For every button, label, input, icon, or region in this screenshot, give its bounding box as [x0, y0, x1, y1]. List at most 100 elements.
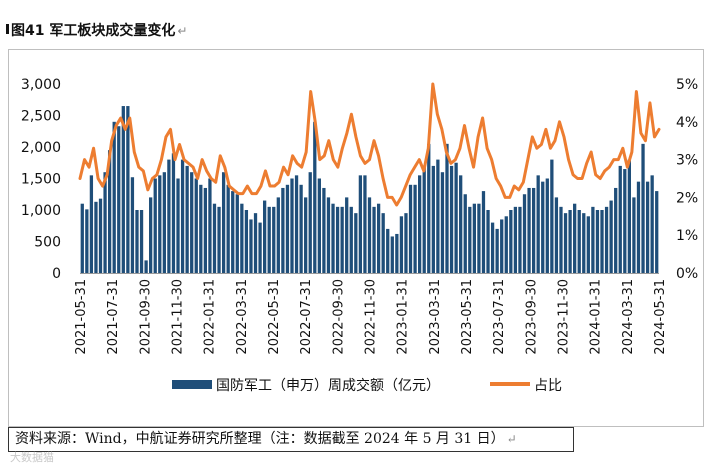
left-tick-label: 1,000: [21, 203, 61, 219]
bar: [527, 187, 531, 273]
bar: [577, 210, 581, 273]
bar: [258, 222, 262, 273]
bar: [326, 197, 331, 273]
bar: [404, 213, 408, 273]
bar: [573, 203, 577, 273]
bar: [449, 165, 454, 273]
x-tick-label: 2021-09-30: [138, 279, 153, 355]
bar: [244, 210, 249, 273]
legend-bar-swatch: [172, 380, 212, 389]
bar: [103, 172, 107, 273]
bar: [554, 197, 559, 273]
x-tick-label: 2023-01-31: [396, 279, 411, 355]
bar: [545, 178, 549, 273]
x-tick-label: 2024-05-31: [653, 279, 668, 355]
bar: [381, 213, 385, 273]
bar: [203, 187, 208, 273]
x-tick-label: 2023-11-30: [557, 279, 572, 355]
bar: [208, 178, 212, 273]
bar: [176, 178, 180, 273]
bar: [162, 172, 166, 273]
bar: [486, 210, 490, 273]
bar: [655, 191, 659, 273]
title-marker: [6, 24, 9, 34]
right-tick-label: 1%: [676, 228, 698, 244]
bar: [358, 175, 363, 273]
bar: [253, 213, 258, 273]
bar: [563, 213, 568, 273]
bar: [495, 228, 499, 273]
bar: [468, 206, 472, 273]
bar: [390, 236, 394, 273]
left-tick-label: 3,000: [21, 77, 61, 93]
right-tick-label: 2%: [676, 190, 698, 206]
x-tick-label: 2022-07-31: [299, 279, 314, 355]
bar: [645, 181, 650, 273]
bar: [349, 206, 353, 273]
left-tick-label: 2,000: [21, 140, 61, 156]
x-tick-label: 2022-09-30: [331, 279, 346, 355]
bar: [463, 194, 467, 273]
bar: [139, 210, 144, 273]
bar: [217, 206, 221, 273]
bar: [126, 106, 130, 273]
bar: [345, 197, 349, 273]
legend-line-label: 占比: [534, 378, 562, 394]
bar: [427, 143, 431, 273]
bar: [89, 175, 94, 273]
right-axis: 0% 1% 2% 3% 4% 5%: [676, 77, 698, 282]
bar: [431, 165, 435, 273]
x-tick-label: 2021-07-31: [106, 279, 121, 355]
bar: [107, 150, 112, 273]
bar: [130, 177, 135, 273]
bar: [481, 191, 486, 273]
bar: [199, 184, 203, 273]
bar: [331, 203, 335, 273]
left-tick-label: 2,500: [21, 109, 61, 125]
paragraph-mark-icon: ↵: [506, 432, 517, 446]
bar-series: [80, 106, 659, 274]
bar: [550, 159, 554, 273]
bar: [317, 178, 321, 273]
bar: [276, 197, 280, 273]
bar: [650, 175, 654, 273]
bar: [121, 106, 125, 273]
bar: [536, 175, 540, 273]
bar: [263, 200, 267, 273]
x-axis: 2021-05-31 2021-07-31 2021-09-30 2021-11-30…: [74, 273, 668, 355]
bar: [299, 184, 303, 273]
bar: [313, 121, 317, 273]
bar: [490, 222, 495, 273]
bar: [249, 219, 253, 273]
bar: [221, 172, 226, 273]
bar: [582, 213, 586, 273]
bar: [440, 172, 445, 273]
bar: [459, 175, 463, 273]
bar: [294, 175, 299, 273]
bar: [454, 162, 458, 273]
figure-title-text: 图41 军工板块成交量变化: [11, 23, 176, 39]
x-tick-label: 2023-09-30: [524, 279, 539, 355]
x-tick-label: 2022-05-31: [267, 279, 282, 355]
right-tick-label: 0%: [676, 266, 698, 282]
paragraph-mark-icon: ↵: [177, 24, 188, 38]
bar: [600, 210, 604, 273]
bar: [212, 203, 217, 273]
bar: [509, 210, 513, 273]
bar: [290, 178, 294, 273]
bar: [604, 206, 609, 273]
x-tick-label: 2022-03-31: [235, 279, 250, 355]
bar: [231, 191, 235, 273]
bar: [399, 216, 404, 273]
bar: [281, 187, 285, 273]
bar: [194, 178, 198, 273]
bar: [226, 184, 230, 273]
legend: 国防军工（申万）周成交额（亿元） 占比: [172, 377, 562, 394]
x-tick-label: 2024-01-31: [589, 279, 604, 355]
bar: [477, 203, 481, 273]
bar: [422, 165, 426, 273]
bar: [568, 210, 572, 273]
bar: [614, 187, 618, 273]
bar: [158, 175, 162, 273]
line-series: [78, 82, 661, 207]
